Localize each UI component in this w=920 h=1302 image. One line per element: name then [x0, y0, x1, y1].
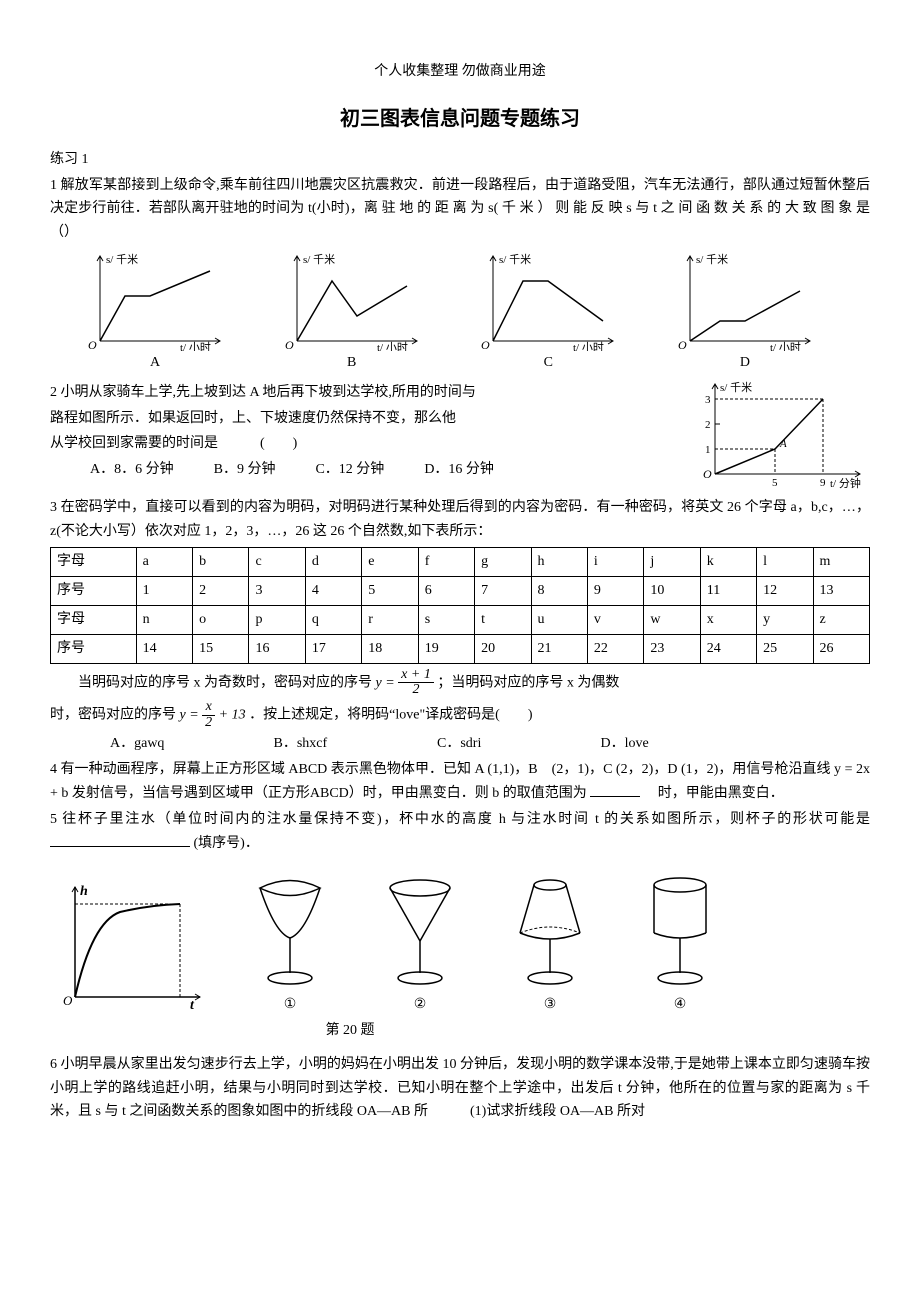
chart-a-svg: O s/ 千米 t/ 小时 [80, 251, 230, 351]
chart-label-c: C [473, 351, 623, 375]
q2-opt-b: B．9 分钟 [214, 458, 276, 482]
q2-opt-d: D．16 分钟 [424, 458, 494, 482]
table-row: 字母 abcdefghijklm [51, 548, 870, 577]
q3-frac1: x + 12 [398, 668, 434, 698]
page-title: 初三图表信息问题专题练习 [50, 102, 870, 136]
practice-label: 练习 1 [50, 148, 870, 172]
chart-label-a: A [80, 351, 230, 375]
q1-chart-d: O s/ 千米 t/ 小时 D [670, 251, 820, 375]
cup-1: ① [240, 863, 340, 1017]
q5-body: 5 往杯子里注水（单位时间内的注水量保持不变)，杯中水的高度 h 与注水时间 t… [50, 812, 870, 827]
q2-block: 2 小明从家骑车上学,先上坡到达 A 地后再下坡到达学校,所用的时间与 路程如图… [50, 379, 870, 494]
cup-3: ③ [500, 863, 600, 1017]
svg-text:5: 5 [772, 477, 778, 489]
cup1-label: ① [240, 993, 340, 1017]
row-label: 序号 [51, 634, 137, 663]
table-row: 序号 14151617181920212223242526 [51, 634, 870, 663]
q2-line3: 从学校回到家需要的时间是 ( ) [50, 432, 680, 456]
q2-opt-c: C．12 分钟 [315, 458, 384, 482]
svg-text:O: O [678, 338, 687, 351]
q3-mid2: 时，密码对应的序号 y = x2 + 13 ．按上述规定，将明码“love"译成… [50, 700, 870, 730]
q1-chart-c: O s/ 千米 t/ 小时 C [473, 251, 623, 375]
q5-figure-row: O h t ① ② ③ [50, 863, 870, 1017]
svg-text:9: 9 [820, 477, 826, 489]
q4-text: 4 有一种动画程序，屏幕上正方形区域 ABCD 表示黑色物体甲．已知 A (1,… [50, 758, 870, 806]
q3-intro: 3 在密码学中，直接可以看到的内容为明码，对明码进行某种处理后得到的内容为密码．… [50, 496, 870, 544]
q1-text: 1 解放军某部接到上级命令,乘车前往四川地震灾区抗震救灾．前进一段路程后，由于道… [50, 174, 870, 245]
svg-text:O: O [285, 338, 294, 351]
q3-opt-c: C．sdri [437, 732, 597, 756]
row-label: 字母 [51, 605, 137, 634]
svg-text:t: t [190, 998, 195, 1013]
cup4-label: ④ [630, 993, 730, 1017]
table-row: 序号 12345678910111213 [51, 577, 870, 606]
svg-text:s/ 千米: s/ 千米 [106, 253, 138, 266]
svg-text:s/ 千米: s/ 千米 [720, 381, 752, 394]
q3-frac2: x2 [202, 700, 215, 730]
q5-text: 5 往杯子里注水（单位时间内的注水量保持不变)，杯中水的高度 h 与注水时间 t… [50, 808, 870, 856]
svg-text:t/ 小时: t/ 小时 [377, 341, 408, 351]
header-note: 个人收集整理 勿做商业用途 [50, 60, 870, 84]
svg-text:s/ 千米: s/ 千米 [303, 253, 335, 266]
q3-opt-a: A．gawq [110, 732, 270, 756]
row-label: 字母 [51, 548, 137, 577]
svg-text:t/ 小时: t/ 小时 [770, 341, 801, 351]
q2-opt-a: A．8．6 分钟 [90, 458, 174, 482]
q3-mid2-b: ．按上述规定，将明码“love"译成密码是( ) [249, 707, 532, 722]
q3-table: 字母 abcdefghijklm 序号 12345678910111213 字母… [50, 547, 870, 663]
svg-text:s/ 千米: s/ 千米 [696, 253, 728, 266]
svg-text:h: h [80, 884, 88, 899]
chart-c-svg: O s/ 千米 t/ 小时 [473, 251, 623, 351]
svg-text:O: O [481, 338, 490, 351]
q2-options: A．8．6 分钟 B．9 分钟 C．12 分钟 D．16 分钟 [90, 458, 680, 482]
table-row: 字母 nopqrstuvwxyz [51, 605, 870, 634]
q2-chart: O s/ 千米 t/ 分钟 1 2 3 5 9 A [690, 379, 870, 494]
q3-formula2: y = [180, 707, 203, 722]
q3-mid2-a: 时，密码对应的序号 [50, 707, 176, 722]
chart-d-svg: O s/ 千米 t/ 小时 [670, 251, 820, 351]
svg-text:3: 3 [705, 394, 711, 406]
svg-text:t/ 小时: t/ 小时 [180, 341, 211, 351]
svg-text:O: O [88, 338, 97, 351]
q6-text: 6 小明早晨从家里出发匀速步行去上学，小明的妈妈在小明出发 10 分钟后，发现小… [50, 1053, 870, 1124]
q5-caption: 第 20 题 [150, 1019, 550, 1043]
svg-text:A: A [779, 438, 787, 450]
cup-2: ② [370, 863, 470, 1017]
q3-opt-b: B．shxcf [274, 732, 434, 756]
q3-mid1-b: ；当明码对应的序号 x 为偶数 [437, 675, 619, 690]
q4-tail: 时，甲能由黑变白． [644, 786, 784, 801]
svg-text:s/ 千米: s/ 千米 [499, 253, 531, 266]
svg-text:2: 2 [705, 419, 711, 431]
row-label: 序号 [51, 577, 137, 606]
cup-4: ④ [630, 863, 730, 1017]
chart-label-d: D [670, 351, 820, 375]
q5-tail: (填序号)． [194, 836, 259, 851]
q1-chart-a: O s/ 千米 t/ 小时 A [80, 251, 230, 375]
q3-mid1: 当明码对应的序号 x 为奇数时，密码对应的序号 y = x + 12 ；当明码对… [50, 668, 870, 698]
q3-mid1-a: 当明码对应的序号 x 为奇数时，密码对应的序号 [50, 675, 372, 690]
q1-charts: O s/ 千米 t/ 小时 A O s/ 千米 t/ 小时 B O s/ 千米 [80, 251, 820, 375]
svg-text:t/ 分钟: t/ 分钟 [830, 476, 861, 490]
q3-formula1: y = [376, 675, 399, 690]
q5-graph: O h t [50, 877, 210, 1017]
cup2-label: ② [370, 993, 470, 1017]
q2-line2: 路程如图所示．如果返回时，上、下坡速度仍然保持不变，那么他 [50, 407, 680, 431]
q3-plus13: + 13 [219, 707, 246, 722]
svg-text:O: O [703, 467, 712, 481]
svg-text:O: O [63, 993, 73, 1008]
q1-chart-b: O s/ 千米 t/ 小时 B [277, 251, 427, 375]
cup3-label: ③ [500, 993, 600, 1017]
q3-options: A．gawq B．shxcf C．sdri D．love [110, 732, 870, 756]
q4-blank[interactable] [590, 782, 640, 797]
svg-text:t/ 小时: t/ 小时 [573, 341, 604, 351]
q3-opt-d: D．love [601, 732, 721, 756]
chart-label-b: B [277, 351, 427, 375]
q2-line1: 2 小明从家骑车上学,先上坡到达 A 地后再下坡到达学校,所用的时间与 [50, 381, 680, 405]
chart-b-svg: O s/ 千米 t/ 小时 [277, 251, 427, 351]
svg-text:1: 1 [705, 444, 711, 456]
q5-blank[interactable] [50, 832, 190, 847]
